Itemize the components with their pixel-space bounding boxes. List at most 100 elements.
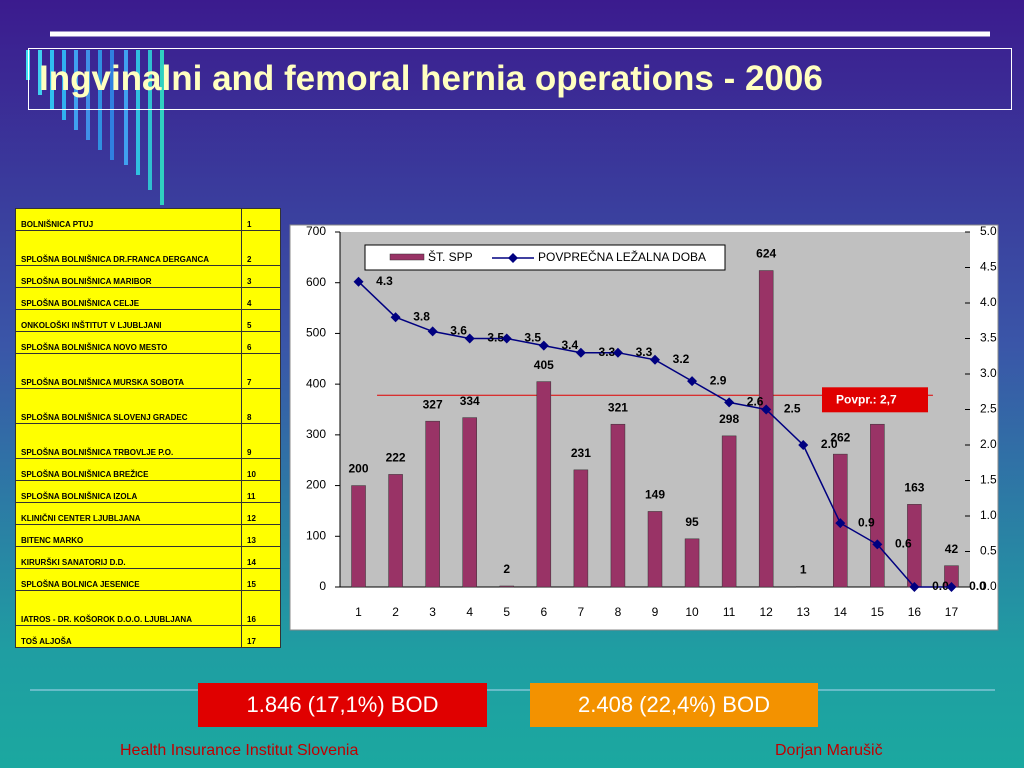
legend-label: POVPREČNA LEŽALNA DOBA [538,249,706,264]
bar [647,511,663,588]
line-marker [390,312,401,323]
line-label: 2.9 [710,373,727,387]
line-label: 3.8 [413,309,430,323]
y-tick-label: 100 [306,528,326,542]
line-marker [835,518,846,529]
x-tick-label: 13 [797,605,811,619]
x-tick-label: 6 [540,605,547,619]
footer-left: Health Insurance Institut Slovenia [120,742,359,759]
line-label: 0.0 [969,579,986,593]
y2-tick-label: 3.0 [980,366,997,380]
bar-label: 405 [534,358,554,372]
line-marker [724,397,735,408]
legend-swatch [389,253,425,261]
line-marker [501,333,512,344]
table-row: SPLOŠNA BOLNIŠNICA DR.FRANCA DERGANCA 2 [15,230,281,266]
average-label: Povpr.: 2,7 [836,392,897,406]
table-cell: SPLOŠNA BOLNIŠNICA MURSKA SOBOTA [15,353,242,389]
y-tick-label: 700 [306,224,326,238]
line-marker [353,276,364,287]
x-tick-label: 17 [945,605,959,619]
line-marker [612,347,623,358]
bar-label: 298 [719,412,739,426]
bar [536,381,552,588]
table-cell: SPLOŠNA BOLNIŠNICA SLOVENJ GRADEC [15,388,242,424]
bar-label: 2 [503,562,510,576]
line-label: 0.6 [895,537,912,551]
line-label: 3.3 [636,345,653,359]
y2-tick-label: 5.0 [980,224,997,238]
table-cell: 17 [241,625,281,648]
legend-marker [508,253,518,263]
line-marker [872,539,883,550]
line-label: 2.6 [747,395,764,409]
line-label: 2.0 [821,437,838,451]
bar-label: 200 [349,462,369,476]
y-tick-label: 500 [306,326,326,340]
bar-label: 163 [904,481,924,495]
bar [870,423,885,588]
bar [610,423,626,588]
summary-box: 2.408 (22,4%) BOD [530,683,818,727]
x-tick-label: 16 [908,605,922,619]
table-row: BOLNIŠNICA PTUJ 1 [15,208,281,231]
table-row: IATROS - DR. KOŠOROK D.O.O. LJUBLJANA 16 [15,590,281,626]
line-label: 3.5 [524,331,541,345]
line-label: 3.4 [561,338,578,352]
bar [573,469,589,588]
line-marker [464,333,475,344]
y2-tick-label: 2.0 [980,437,997,451]
x-tick-label: 8 [615,605,622,619]
line-marker [687,376,698,387]
line-marker [538,340,549,351]
table-cell: IATROS - DR. KOŠOROK D.O.O. LJUBLJANA [15,590,242,626]
bar-label: 149 [645,488,665,502]
line-label: 3.5 [487,331,504,345]
line-label: 3.2 [673,352,690,366]
y2-tick-label: 4.0 [980,295,997,309]
line-label: 3.3 [599,345,616,359]
y2-tick-label: 1.0 [980,508,997,522]
bar [425,420,440,588]
average-box [822,387,928,413]
table-row: SPLOŠNA BOLNIŠNICA MURSKA SOBOTA 7 [15,353,281,389]
y2-tick-label: 1.5 [980,473,997,487]
y2-tick-label: 2.5 [980,402,997,416]
bar [758,270,774,588]
y2-tick-label: 3.5 [980,331,997,345]
bar [351,485,366,588]
x-tick-label: 9 [652,605,659,619]
bar [462,417,477,588]
x-tick-label: 12 [759,605,773,619]
summary-box: 1.846 (17,1%) BOD [198,683,487,727]
table-row: SPLOŠNA BOLNIŠNICA BREŽICE 10 [15,458,281,481]
legend-label: ŠT. SPP [428,249,473,264]
line-marker [946,582,957,592]
bar-label: 327 [423,397,443,411]
y-tick-label: 400 [306,376,326,390]
x-tick-label: 10 [685,605,699,619]
table-row: KLINIČNI CENTER LJUBLJANA 12 [15,502,281,525]
line-label: 3.6 [450,324,467,338]
line-marker [650,354,660,365]
y-tick-label: 200 [306,478,326,492]
line-label: 0.9 [858,515,875,529]
x-tick-label: 5 [503,605,510,619]
bar-label: 222 [386,451,406,465]
legend [364,244,726,271]
y2-tick-label: 4.5 [980,260,997,274]
x-tick-label: 1 [355,605,362,619]
table-row: SPLOŠNA BOLNIŠNICA SLOVENJ GRADEC 8 [15,388,281,424]
bar [795,586,811,588]
line-marker [575,347,586,358]
table-cell: 6 [241,331,281,354]
hospital-table: BOLNIŠNICA PTUJ 1 SPLOŠNA BOLNIŠNICA DR.FR… [15,208,281,648]
line-marker [909,582,920,592]
bar-label: 321 [608,400,628,414]
bar [684,538,700,588]
bar-label: 1 [800,563,807,577]
bar [721,435,737,588]
table-cell: 9 [241,423,281,459]
